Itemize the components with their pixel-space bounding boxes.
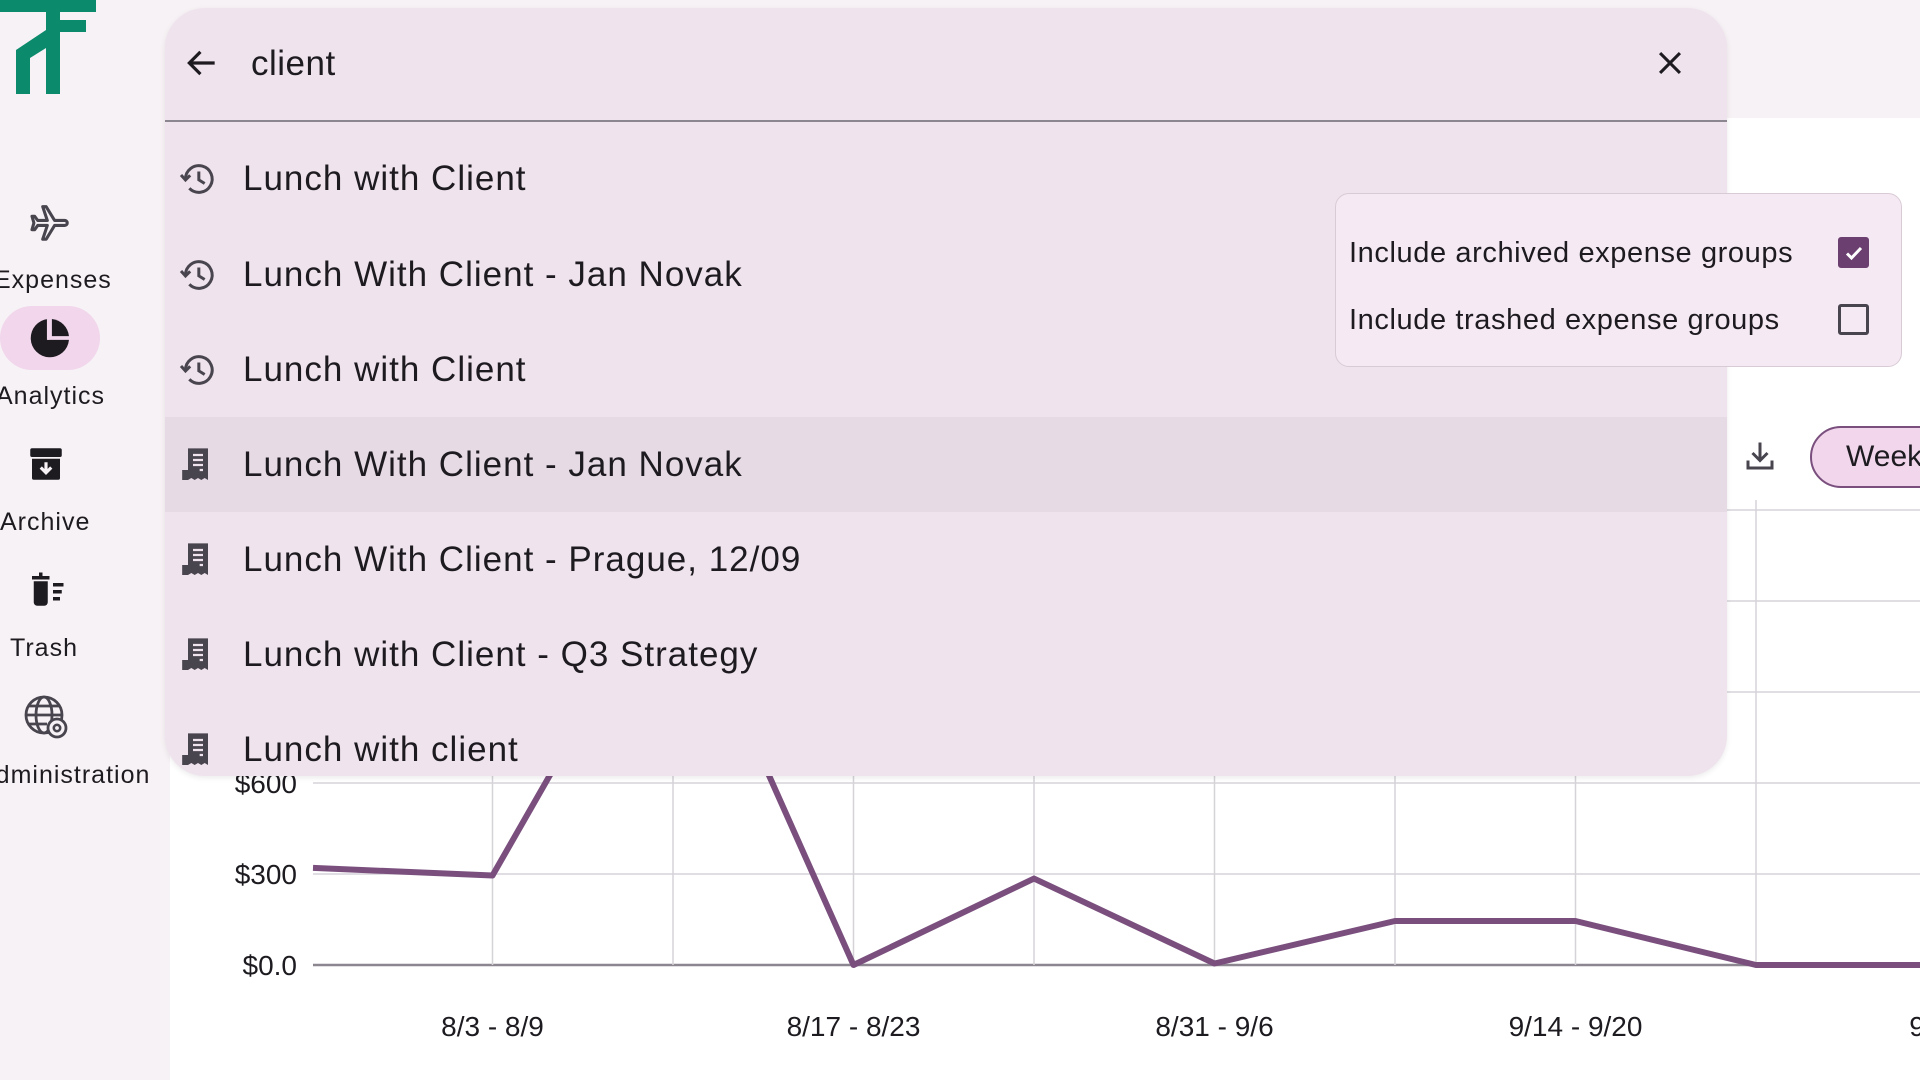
include-trashed-checkbox[interactable]	[1838, 304, 1869, 335]
search-options-popup: Include archived expense groups Include …	[1335, 193, 1902, 367]
expense-suggestion-item[interactable]: Lunch with Client - Q3 Strategy	[165, 607, 1727, 702]
nav-item-archive[interactable]: Archive	[0, 432, 150, 552]
x-tick-label: 8/31 - 9/6	[1155, 1011, 1273, 1042]
y-tick-label: $0.0	[243, 950, 298, 981]
suggestion-text: Lunch with Client - Q3 Strategy	[243, 634, 759, 674]
nav-label-administration: Administration	[0, 761, 151, 789]
x-tick-label: 9/14 - 9/20	[1509, 1011, 1643, 1042]
suggestion-text: Lunch With Client - Jan Novak	[243, 444, 743, 484]
suggestion-text: Lunch with Client	[243, 158, 527, 198]
search-panel: Lunch with Client Lunch With Client - Jan…	[165, 8, 1727, 776]
history-suggestion-item[interactable]: Lunch With Client - Jan Novak	[165, 227, 1727, 322]
nav-item-administration[interactable]: Administration	[0, 685, 150, 805]
history-icon	[175, 252, 221, 298]
download-button[interactable]	[1732, 430, 1788, 486]
search-input[interactable]	[251, 34, 1551, 94]
history-icon	[175, 156, 221, 202]
suggestion-text: Lunch With Client - Prague, 12/09	[243, 539, 802, 579]
nav-item-expenses[interactable]: Expenses	[0, 190, 150, 310]
brand-logo-icon[interactable]	[0, 0, 100, 100]
period-selector-chip[interactable]: Week	[1810, 426, 1920, 488]
suggestion-text: Lunch With Client - Jan Novak	[243, 254, 743, 294]
archive-icon	[0, 432, 92, 496]
suggestion-text: Lunch with client	[243, 729, 519, 769]
pie-chart-icon	[0, 306, 100, 370]
history-suggestion-item[interactable]: Lunch with Client	[165, 131, 1727, 226]
trash-icon	[0, 558, 92, 622]
receipt-icon	[175, 442, 221, 488]
history-suggestion-item[interactable]: Lunch with Client	[165, 322, 1727, 417]
navigation-rail: Expenses Analytics Archive Trash Adminis…	[0, 0, 170, 1080]
globe-gear-icon	[0, 685, 92, 749]
arrow-left-icon	[183, 44, 221, 87]
back-button[interactable]	[173, 36, 231, 94]
include-archived-checkbox[interactable]	[1838, 237, 1869, 268]
history-icon	[175, 347, 221, 393]
clear-search-button[interactable]	[1641, 36, 1699, 94]
download-icon	[1742, 438, 1778, 479]
y-tick-label: $300	[235, 859, 297, 890]
include-trashed-option[interactable]: Include trashed expense groups	[1336, 290, 1901, 350]
include-archived-label: Include archived expense groups	[1349, 237, 1794, 269]
close-icon	[1653, 46, 1687, 85]
expense-suggestion-item[interactable]: Lunch with client	[165, 702, 1727, 776]
x-tick-label: 9/28	[1909, 1011, 1920, 1042]
nav-label-trash: Trash	[10, 634, 78, 662]
x-tick-label: 8/3 - 8/9	[441, 1011, 544, 1042]
nav-item-analytics[interactable]: Analytics	[0, 306, 150, 426]
airplane-icon	[0, 190, 100, 254]
x-tick-label: 8/17 - 8/23	[787, 1011, 921, 1042]
nav-label-expenses: Expenses	[0, 266, 112, 294]
include-archived-option[interactable]: Include archived expense groups	[1336, 223, 1901, 283]
include-trashed-label: Include trashed expense groups	[1349, 304, 1780, 336]
receipt-icon	[175, 632, 221, 678]
nav-item-trash[interactable]: Trash	[0, 558, 150, 678]
expense-suggestion-item[interactable]: Lunch With Client - Jan Novak	[165, 417, 1727, 512]
suggestion-text: Lunch with Client	[243, 349, 527, 389]
nav-label-analytics: Analytics	[0, 382, 106, 410]
expense-suggestion-item[interactable]: Lunch With Client - Prague, 12/09	[165, 512, 1727, 607]
receipt-icon	[175, 537, 221, 583]
receipt-icon	[175, 727, 221, 773]
nav-label-archive: Archive	[0, 508, 91, 536]
search-bar	[165, 8, 1727, 122]
